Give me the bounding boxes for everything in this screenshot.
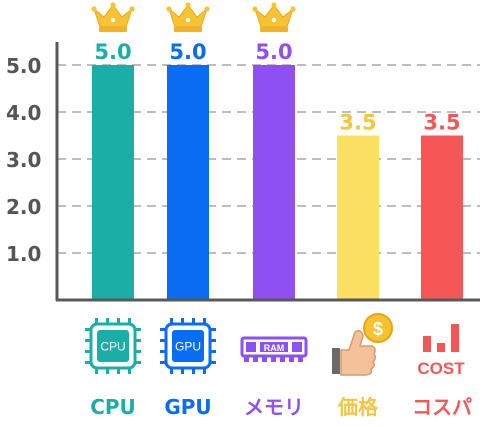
- ram-module-icon: RAM: [240, 336, 308, 362]
- bar: [167, 65, 209, 300]
- y-tick-label: 5.0: [6, 54, 41, 78]
- x-tick-label: メモリ: [244, 395, 304, 419]
- category-icons: CPU GPU RAM $ COST: [85, 313, 465, 378]
- crown-icon: [252, 2, 296, 32]
- bar: [92, 65, 134, 300]
- y-axis-ticks: 1.0 2.0 3.0 4.0 5.0: [6, 54, 41, 266]
- svg-text:GPU: GPU: [175, 340, 201, 354]
- x-tick-label: コスパ: [412, 395, 472, 419]
- y-tick-label: 1.0: [6, 242, 41, 266]
- value-label: 3.5: [339, 111, 376, 135]
- value-label: 3.5: [423, 111, 460, 135]
- cpu-chip-icon: CPU: [85, 318, 141, 374]
- y-tick-label: 3.0: [6, 148, 41, 172]
- x-axis-labels: CPU GPU メモリ 価格 コスパ: [90, 395, 472, 419]
- axes: [55, 42, 480, 302]
- bar: [421, 135, 463, 300]
- gpu-chip-icon: GPU: [160, 318, 216, 374]
- crown-icon: [166, 2, 210, 32]
- thumbs-up-coin-icon: $: [332, 313, 393, 376]
- bar: [253, 65, 295, 300]
- crown-icon: [91, 2, 135, 32]
- x-tick-label: CPU: [90, 395, 136, 419]
- svg-text:CPU: CPU: [100, 340, 125, 354]
- value-label: 5.0: [255, 40, 292, 64]
- x-tick-label: GPU: [164, 395, 211, 419]
- x-tick-label: 価格: [337, 395, 379, 419]
- y-tick-label: 2.0: [6, 195, 41, 219]
- svg-text:$: $: [373, 319, 383, 339]
- bars: 5.0 5.0 5.0 3.5 3.5: [91, 2, 463, 300]
- value-label: 5.0: [94, 40, 131, 64]
- cost-bars-icon: COST: [417, 324, 465, 378]
- y-tick-label: 4.0: [6, 101, 41, 125]
- svg-text:RAM: RAM: [264, 343, 285, 353]
- bar: [337, 135, 379, 300]
- svg-text:COST: COST: [417, 359, 465, 378]
- value-label: 5.0: [169, 40, 206, 64]
